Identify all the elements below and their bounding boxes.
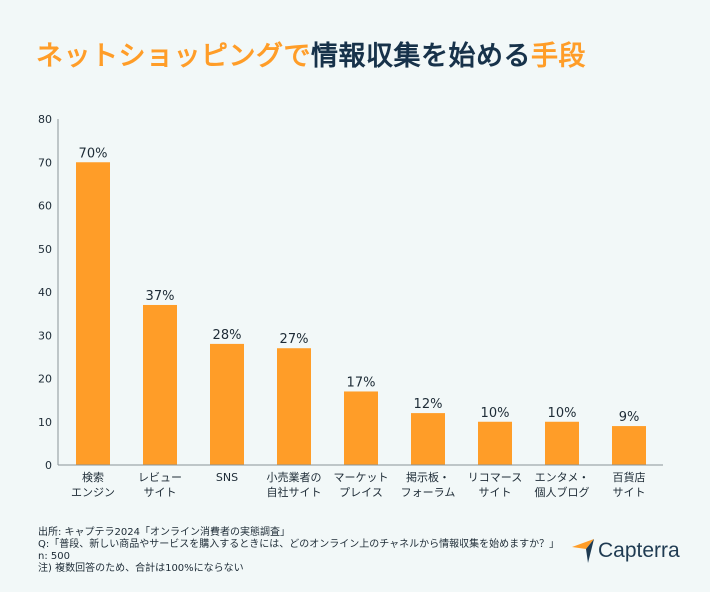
x-tick-label: プレイス <box>339 486 383 499</box>
x-tick-label: エンタメ・ <box>535 471 590 484</box>
x-tick-label: サイト <box>144 486 177 499</box>
y-tick-label: 30 <box>38 329 52 342</box>
bar <box>143 304 177 465</box>
bar <box>210 343 244 465</box>
bar <box>545 421 579 465</box>
x-tick-label: サイト <box>613 486 646 499</box>
x-tick-label: リコマース <box>468 471 522 484</box>
x-tick-label: 掲示板・ <box>406 470 450 484</box>
sample-size-note: n: 500 <box>38 551 70 562</box>
disclaimer-note: 注) 複数回答のため、合計は100%にならない <box>38 563 244 574</box>
x-tick-label: 個人ブログ <box>535 485 590 499</box>
bar <box>612 426 646 465</box>
title-part-1: ネットショッピングで <box>36 41 311 72</box>
x-tick-label: マーケット <box>334 471 389 484</box>
x-tick-label: エンジン <box>71 486 115 499</box>
y-tick-label: 80 <box>38 113 52 126</box>
data-label: 17% <box>347 375 376 390</box>
capterra-logo: Capterra <box>572 537 680 565</box>
chart-title: ネットショッピングで情報収集を始める手段 <box>36 34 586 73</box>
y-tick-label: 0 <box>45 459 52 472</box>
bar <box>344 391 378 465</box>
x-tick-label: 小売業者の <box>267 471 322 484</box>
logo-text: Capterra <box>598 539 680 562</box>
bar <box>478 421 512 465</box>
x-tick-label: SNS <box>216 471 238 484</box>
x-tick-label: フォーラム <box>401 486 456 499</box>
source-note: 出所: キャプテラ2024「オンライン消費者の実態調査」 <box>38 527 290 538</box>
y-tick-label: 60 <box>38 200 52 213</box>
data-label: 10% <box>548 406 577 421</box>
data-label: 70% <box>79 146 108 161</box>
x-tick-label: 自社サイト <box>267 485 322 499</box>
y-tick-label: 70 <box>38 156 52 169</box>
data-label: 9% <box>619 410 640 425</box>
y-tick-label: 50 <box>38 243 52 256</box>
footnotes: 出所: キャプテラ2024「オンライン消費者の実態調査」 Q:「普段、新しい商品… <box>38 527 559 575</box>
data-label: 12% <box>414 397 443 412</box>
y-tick-label: 40 <box>38 286 52 299</box>
bar <box>277 348 311 465</box>
x-tick-label: レビュー <box>138 471 182 484</box>
title-part-2: 情報収集を始める <box>311 41 531 72</box>
title-part-3: 手段 <box>531 41 586 72</box>
y-tick-label: 20 <box>38 373 52 386</box>
bar <box>411 413 445 465</box>
x-tick-label: サイト <box>479 486 512 499</box>
data-label: 37% <box>146 289 175 304</box>
data-label: 10% <box>481 406 510 421</box>
x-tick-label: 百貨店 <box>613 470 646 484</box>
y-tick-label: 10 <box>38 416 52 429</box>
data-label: 28% <box>213 328 242 343</box>
capterra-arrow-icon <box>572 539 594 563</box>
data-label: 27% <box>280 332 309 347</box>
x-tick-label: 検索 <box>82 470 104 484</box>
question-note: Q:「普段、新しい商品やサービスを購入するときには、どのオンライン上のチャネルか… <box>38 539 560 550</box>
bar <box>76 162 110 465</box>
